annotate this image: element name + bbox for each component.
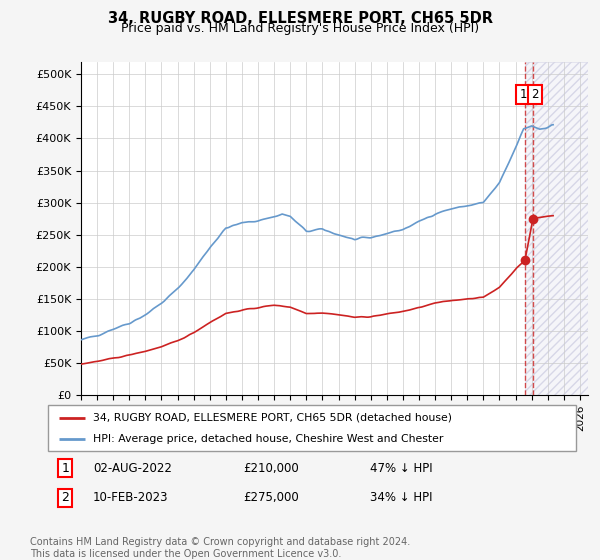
- Text: 1: 1: [61, 461, 69, 475]
- Text: 10-FEB-2023: 10-FEB-2023: [93, 491, 169, 505]
- Text: 2: 2: [61, 491, 69, 505]
- Text: 2: 2: [531, 88, 539, 101]
- Text: 34, RUGBY ROAD, ELLESMERE PORT, CH65 5DR: 34, RUGBY ROAD, ELLESMERE PORT, CH65 5DR: [107, 11, 493, 26]
- Text: 34, RUGBY ROAD, ELLESMERE PORT, CH65 5DR (detached house): 34, RUGBY ROAD, ELLESMERE PORT, CH65 5DR…: [93, 413, 452, 423]
- Bar: [525, 62, 588, 395]
- Text: HPI: Average price, detached house, Cheshire West and Chester: HPI: Average price, detached house, Ches…: [93, 434, 443, 444]
- Text: Contains HM Land Registry data © Crown copyright and database right 2024.
This d: Contains HM Land Registry data © Crown c…: [30, 537, 410, 559]
- Text: 34% ↓ HPI: 34% ↓ HPI: [370, 491, 433, 505]
- Text: 47% ↓ HPI: 47% ↓ HPI: [370, 461, 433, 475]
- Text: £210,000: £210,000: [244, 461, 299, 475]
- Text: 1: 1: [519, 88, 527, 101]
- Text: £275,000: £275,000: [244, 491, 299, 505]
- Text: Price paid vs. HM Land Registry's House Price Index (HPI): Price paid vs. HM Land Registry's House …: [121, 22, 479, 35]
- Text: 02-AUG-2022: 02-AUG-2022: [93, 461, 172, 475]
